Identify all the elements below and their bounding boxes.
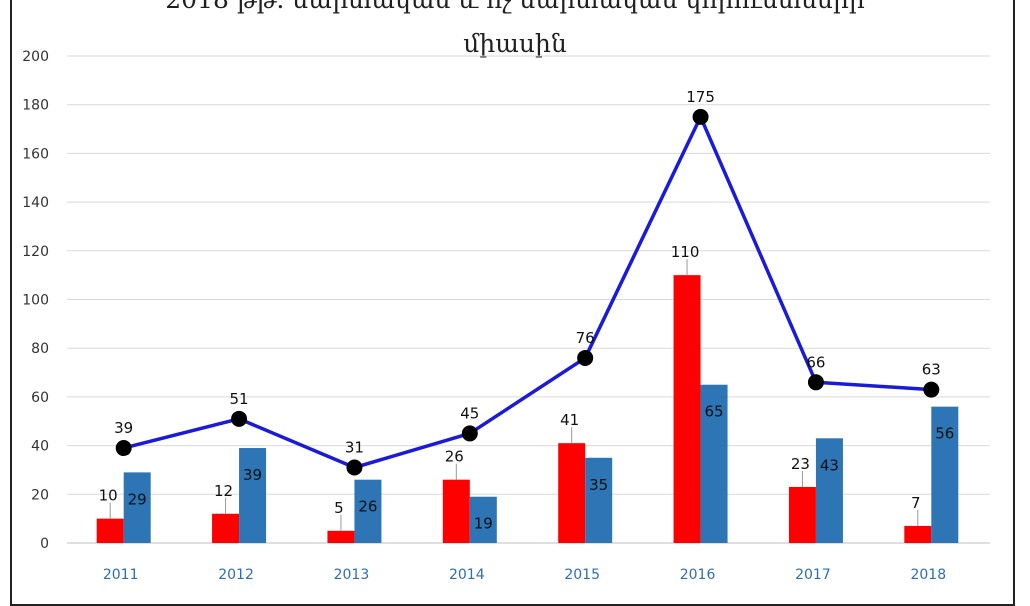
data-label-line: 63 bbox=[922, 361, 941, 379]
bar-blue bbox=[931, 406, 959, 543]
line-point bbox=[923, 381, 940, 398]
data-label-line: 76 bbox=[576, 329, 595, 347]
data-label-blue: 19 bbox=[474, 515, 493, 533]
data-label-red: 110 bbox=[671, 243, 700, 261]
line-point bbox=[346, 459, 363, 476]
data-label-blue: 56 bbox=[935, 425, 954, 443]
data-label-line: 51 bbox=[230, 390, 249, 408]
data-label-blue: 35 bbox=[589, 476, 608, 494]
y-tick-label: 160 bbox=[22, 146, 49, 162]
y-tick-label: 180 bbox=[22, 98, 49, 114]
bar-blue bbox=[585, 457, 613, 543]
line-point bbox=[577, 349, 594, 366]
data-label-blue: 39 bbox=[243, 466, 262, 484]
y-tick-label: 60 bbox=[31, 390, 49, 406]
data-label-blue: 65 bbox=[705, 403, 724, 421]
data-label-red: 12 bbox=[214, 482, 233, 500]
data-label-red: 26 bbox=[445, 448, 464, 466]
x-tick-label: 2015 bbox=[564, 567, 600, 583]
data-label-line: 39 bbox=[114, 419, 133, 437]
data-label-red: 41 bbox=[560, 411, 579, 429]
data-label-line: 66 bbox=[806, 353, 825, 371]
bar-red bbox=[212, 513, 240, 543]
data-label-red: 7 bbox=[911, 494, 921, 512]
total-line bbox=[123, 115, 932, 470]
y-tick-label: 200 bbox=[22, 49, 49, 65]
y-tick-label: 120 bbox=[22, 244, 49, 260]
data-label-red: 23 bbox=[791, 455, 810, 473]
data-label-red: 10 bbox=[99, 487, 118, 505]
x-tick-label: 2014 bbox=[449, 567, 485, 583]
line-point bbox=[461, 425, 478, 442]
data-label-line: 31 bbox=[345, 439, 364, 457]
bar-blue bbox=[239, 448, 267, 543]
y-tick-label: 100 bbox=[22, 293, 49, 309]
chart-frame bbox=[10, 0, 1015, 606]
bar-blue bbox=[123, 472, 151, 543]
x-tick-label: 2012 bbox=[218, 567, 254, 583]
line-point bbox=[692, 108, 709, 125]
y-tick-label: 80 bbox=[31, 341, 49, 357]
data-label-blue: 29 bbox=[128, 490, 147, 508]
x-tick-label: 2018 bbox=[910, 567, 946, 583]
data-label-line: 175 bbox=[686, 88, 715, 106]
y-tick-label: 140 bbox=[22, 195, 49, 211]
data-label-red: 5 bbox=[334, 499, 344, 517]
y-tick-label: 20 bbox=[31, 487, 49, 503]
bar-blue bbox=[700, 384, 728, 543]
chart-title: 2018 թթ. մարտական և ոչ մարտական կորուստն… bbox=[165, 0, 864, 58]
x-tick-label: 2011 bbox=[103, 567, 139, 583]
x-tick-label: 2013 bbox=[334, 567, 370, 583]
x-tick-label: 2016 bbox=[680, 567, 716, 583]
data-label-blue: 43 bbox=[820, 456, 839, 474]
y-tick-label: 40 bbox=[31, 439, 49, 455]
bar-red bbox=[96, 518, 124, 543]
bar-blue bbox=[815, 438, 843, 543]
line-point bbox=[231, 410, 248, 427]
bar-red bbox=[327, 530, 355, 543]
bar-red bbox=[442, 479, 470, 543]
line-point bbox=[807, 374, 824, 391]
bar-red bbox=[673, 275, 701, 543]
bar-red bbox=[788, 486, 816, 543]
data-label-blue: 26 bbox=[358, 498, 377, 516]
bar-blue bbox=[354, 479, 382, 543]
bar-red bbox=[904, 525, 932, 543]
y-tick-label: 0 bbox=[40, 536, 49, 552]
x-tick-label: 2017 bbox=[795, 567, 831, 583]
line-point bbox=[115, 440, 132, 457]
bar-blue bbox=[469, 496, 497, 543]
data-label-line: 45 bbox=[460, 404, 479, 422]
bar-red bbox=[558, 443, 586, 543]
